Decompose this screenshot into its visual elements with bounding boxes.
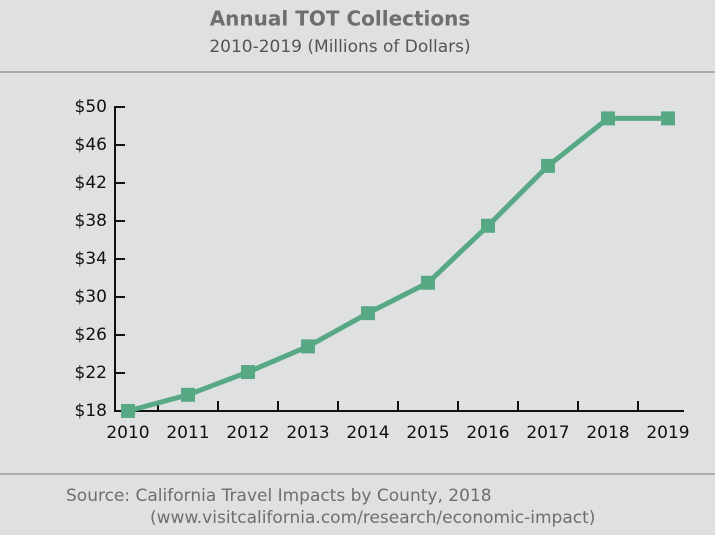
- x-tick-label: 2018: [586, 423, 629, 443]
- x-tick-label: 2014: [346, 423, 389, 443]
- x-tick-label: 2017: [526, 423, 569, 443]
- x-tick-label: 2013: [286, 423, 329, 443]
- x-tick-label: 2011: [166, 423, 209, 443]
- marker: [181, 387, 195, 402]
- line: [127, 115, 668, 414]
- marker: [541, 158, 555, 173]
- marker: [121, 404, 135, 418]
- y-tick-label: $46: [75, 135, 107, 155]
- x-tick-label: 2015: [406, 423, 449, 443]
- x-tick-label: 2010: [106, 423, 149, 443]
- marker: [421, 275, 435, 290]
- chart-title: Annual TOT Collections: [210, 7, 471, 31]
- source: (www.visitcalifornia.com/research/econom…: [150, 508, 595, 528]
- y-tick-label: $50: [75, 97, 107, 117]
- x-tick-label: 2012: [226, 423, 269, 443]
- source: Source: California Travel Impacts by Cou…: [66, 486, 492, 506]
- chart-subtitle: 2010-2019 (Millions of Dollars): [209, 37, 470, 57]
- marker: [361, 306, 375, 321]
- marker: [301, 339, 315, 354]
- y-tick-label: $34: [75, 249, 107, 269]
- marker: [481, 218, 495, 233]
- y-tick-label: $30: [75, 287, 107, 307]
- marker: [601, 111, 615, 126]
- y-tick-label: $26: [75, 325, 107, 345]
- marker: [241, 365, 255, 380]
- y-tick-label: $38: [75, 211, 107, 231]
- y-tick-label: $18: [75, 401, 107, 421]
- x-tick-label: 2016: [466, 423, 509, 443]
- y-tick-label: $22: [75, 363, 107, 383]
- x-tick-label: 2019: [646, 423, 689, 443]
- marker: [661, 111, 675, 126]
- y-tick-label: $42: [75, 173, 107, 193]
